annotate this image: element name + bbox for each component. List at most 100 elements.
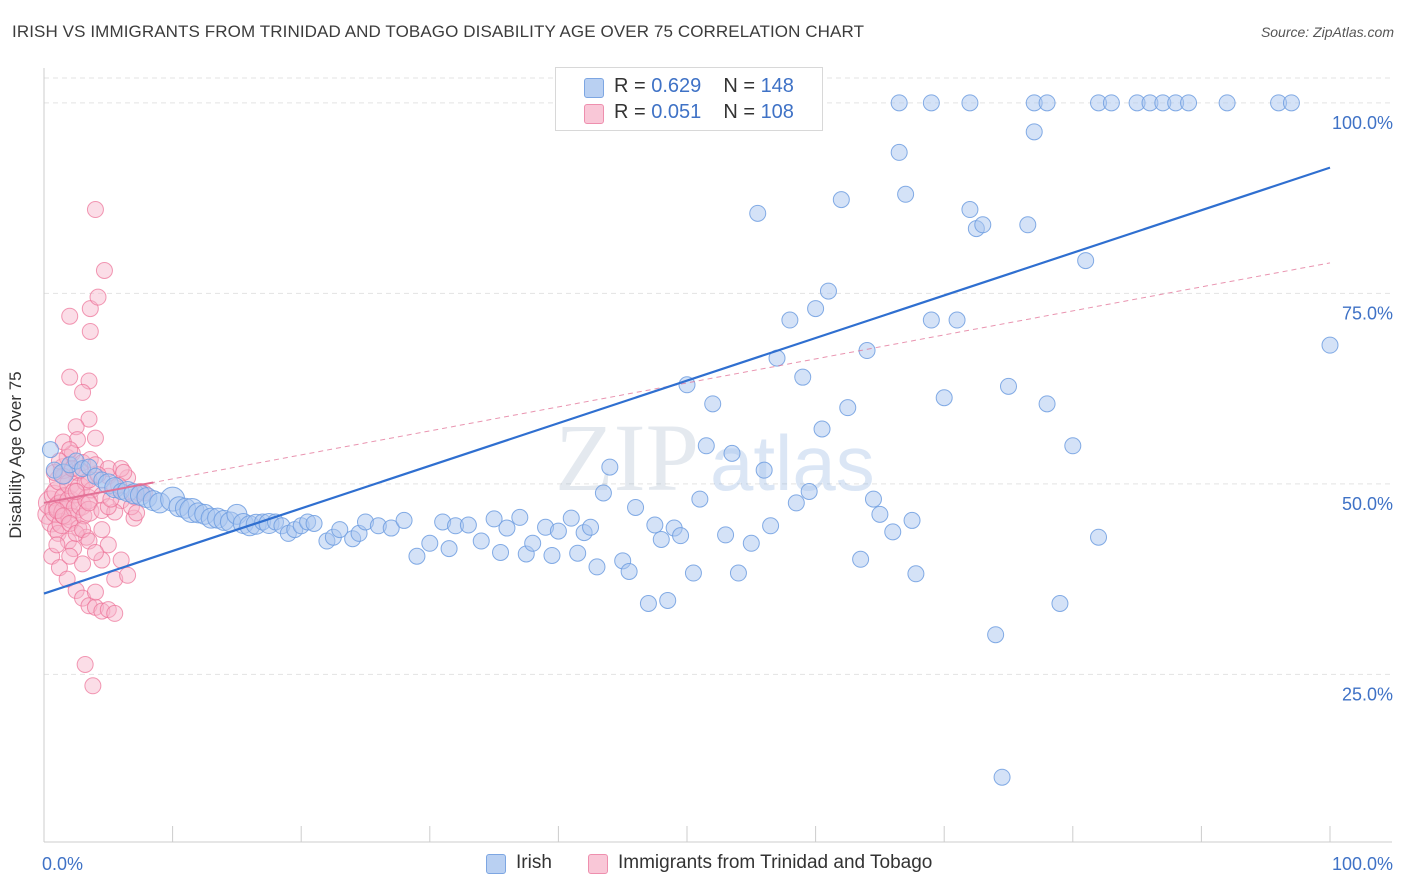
irish-point: [723, 444, 741, 462]
tt-point: [106, 604, 124, 622]
irish-point: [794, 368, 812, 386]
y-tick-label: 75.0%: [1342, 303, 1393, 323]
irish-point: [472, 532, 490, 550]
legend-text-irish: R = 0.629 N = 148: [614, 75, 794, 98]
irish-point: [832, 191, 850, 209]
irish-point: [652, 530, 670, 548]
irish-point: [41, 441, 59, 459]
y-tick-label: 50.0%: [1342, 494, 1393, 514]
irish-point: [948, 311, 966, 329]
irish-point: [697, 437, 715, 455]
irish-point: [524, 534, 542, 552]
irish-point: [421, 534, 439, 552]
y-tick-labels: 25.0% 50.0% 75.0% 100.0%: [1332, 113, 1393, 704]
tt-point: [99, 536, 117, 554]
irish-point: [1000, 377, 1017, 395]
tt-point: [58, 570, 76, 588]
irish-point: [1051, 594, 1069, 612]
legend-text-tt: R = 0.051 N = 108: [614, 101, 794, 124]
irish-point: [620, 562, 638, 580]
trend-lines: [43, 166, 1331, 595]
irish-point: [1077, 252, 1095, 270]
tt-point: [93, 602, 111, 620]
irish-point: [1025, 123, 1043, 141]
series-legend: Irish Immigrants from Trinidad and Tobag…: [0, 852, 1406, 876]
source-credit: Source: ZipAtlas.com: [1260, 24, 1394, 40]
tt-point: [74, 383, 92, 401]
irish-point: [961, 94, 979, 112]
irish-point: [646, 516, 664, 534]
x-tick-labels: 0.0% 100.0%: [42, 854, 1393, 874]
r-value-tt: 0.051: [651, 101, 702, 123]
irish-point: [871, 505, 889, 523]
legend-swatch-irish: [584, 78, 604, 98]
irish-point: [717, 526, 735, 544]
tt-point: [61, 368, 79, 386]
irish-point: [819, 282, 837, 300]
r-label: R =: [614, 75, 652, 97]
irish-point: [691, 490, 709, 508]
irish-point: [807, 300, 825, 318]
irish-point: [582, 518, 600, 536]
n-value-irish: 148: [760, 75, 794, 97]
x-tick-label-min: 0.0%: [42, 854, 83, 874]
tt-point: [128, 504, 146, 522]
irish-point: [331, 521, 349, 539]
irish-point: [1102, 94, 1120, 112]
tt-point: [61, 307, 79, 325]
irish-point: [1218, 94, 1236, 112]
irish-point: [305, 514, 323, 532]
irish-point: [852, 550, 870, 568]
r-label: R =: [614, 101, 652, 123]
irish-point: [627, 498, 645, 516]
series-label-tt: Immigrants from Trinidad and Tobago: [618, 852, 933, 873]
tt-point: [86, 429, 104, 447]
tt-trend-line-dashed: [43, 262, 1331, 504]
irish-point: [800, 482, 818, 500]
tt-point: [86, 543, 104, 561]
irish-point: [890, 94, 908, 112]
tt-point: [80, 597, 98, 615]
irish-point: [1321, 336, 1339, 354]
irish-point: [440, 540, 458, 558]
y-tick-label: 25.0%: [1342, 684, 1393, 704]
tt-point: [89, 288, 107, 306]
tt-point: [61, 547, 79, 565]
irish-point: [884, 523, 902, 541]
irish-point: [382, 519, 400, 537]
tt-point: [86, 201, 104, 219]
tt-point: [67, 418, 85, 436]
tt-point: [95, 262, 113, 279]
irish-point: [601, 458, 619, 476]
gridlines: [44, 77, 1392, 675]
irish-point: [742, 534, 760, 552]
irish-point: [1019, 216, 1037, 234]
tt-point: [81, 322, 99, 340]
irish-point: [704, 395, 722, 413]
irish-point: [459, 516, 477, 534]
irish-point: [1038, 395, 1056, 413]
irish-point: [993, 768, 1011, 786]
irish-point: [839, 399, 857, 417]
correlation-legend: R = 0.629 N = 148 R = 0.051 N = 108: [555, 67, 823, 131]
irish-series-points: [41, 94, 1339, 786]
tt-point: [80, 410, 98, 428]
irish-point: [639, 594, 657, 612]
irish-point: [492, 543, 510, 561]
irish-point: [922, 311, 940, 329]
irish-point: [729, 564, 747, 582]
n-label: N =: [723, 101, 761, 123]
irish-point: [864, 490, 882, 508]
irish-point: [987, 626, 1005, 644]
irish-point: [1038, 94, 1056, 112]
tt-point: [115, 463, 133, 481]
n-label: N =: [723, 75, 761, 97]
irish-point: [498, 519, 516, 537]
irish-point: [549, 522, 567, 540]
irish-point: [562, 509, 580, 527]
tt-point: [119, 566, 137, 584]
irish-point: [1064, 437, 1082, 455]
irish-point: [684, 564, 702, 582]
irish-point: [749, 204, 767, 222]
irish-point: [511, 508, 529, 526]
